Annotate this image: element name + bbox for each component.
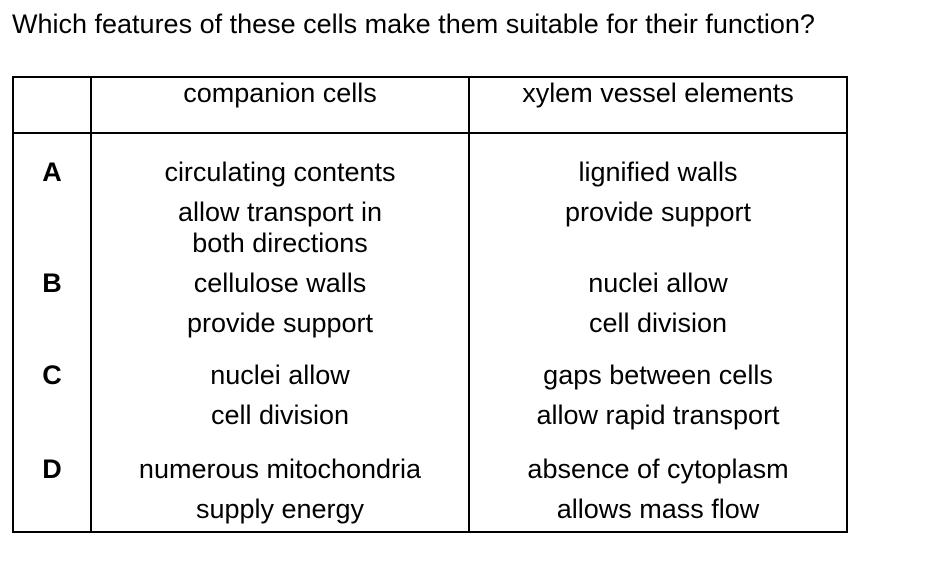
feature-line: allow transport in bbox=[177, 197, 383, 227]
feature-line: provide support bbox=[564, 197, 752, 227]
header-letter bbox=[12, 76, 92, 134]
feature-line: both directions bbox=[192, 228, 368, 258]
feature-line: allow rapid transport bbox=[536, 400, 780, 430]
xylem-feature: nuclei allow cell division bbox=[468, 263, 848, 355]
option-row-d: D numerous mitochondria supply energy ab… bbox=[12, 449, 848, 533]
feature-line: cell division bbox=[210, 400, 350, 430]
companion-cell-feature: cellulose walls provide support bbox=[90, 263, 470, 355]
feature-line: provide support bbox=[186, 308, 374, 338]
option-letter-label: B bbox=[42, 268, 62, 298]
feature-line: numerous mitochondria bbox=[138, 454, 422, 484]
option-row-a: A circulating contents allow transport i… bbox=[12, 133, 848, 263]
table-header-row: companion cells xylem vessel elements bbox=[12, 76, 848, 134]
feature-line: circulating contents bbox=[164, 157, 396, 187]
header-xylem-vessel-elements: xylem vessel elements bbox=[468, 76, 848, 134]
feature-line: cell division bbox=[588, 308, 728, 338]
question-text: Which features of these cells make them … bbox=[12, 9, 815, 39]
companion-cell-feature: numerous mitochondria supply energy bbox=[90, 449, 470, 533]
companion-cell-feature: circulating contents allow transport in … bbox=[90, 133, 470, 263]
option-letter: A bbox=[12, 133, 92, 263]
xylem-feature: gaps between cells allow rapid transport bbox=[468, 355, 848, 449]
xylem-feature: lignified walls provide support bbox=[468, 133, 848, 263]
option-letter: D bbox=[12, 449, 92, 533]
feature-line: lignified walls bbox=[578, 157, 738, 187]
feature-line: nuclei allow bbox=[588, 268, 728, 298]
header-companion-cells: companion cells bbox=[90, 76, 470, 134]
feature-line: supply energy bbox=[195, 494, 365, 524]
option-letter-label: D bbox=[42, 454, 62, 484]
option-row-c: C nuclei allow cell division gaps betwee… bbox=[12, 355, 848, 449]
option-row-b: B cellulose walls provide support nuclei… bbox=[12, 263, 848, 355]
option-letter-label: A bbox=[42, 157, 62, 187]
feature-line: nuclei allow bbox=[210, 360, 350, 390]
feature-line: gaps between cells bbox=[543, 360, 773, 390]
option-letter: C bbox=[12, 355, 92, 449]
option-letter-label: C bbox=[42, 360, 62, 390]
option-letter: B bbox=[12, 263, 92, 355]
companion-cell-feature: nuclei allow cell division bbox=[90, 355, 470, 449]
xylem-feature: absence of cytoplasm allows mass flow bbox=[468, 449, 848, 533]
feature-line: cellulose walls bbox=[193, 268, 367, 298]
feature-line: allows mass flow bbox=[556, 494, 760, 524]
feature-line: absence of cytoplasm bbox=[527, 454, 789, 484]
answer-options-table: companion cells xylem vessel elements A … bbox=[12, 76, 848, 533]
